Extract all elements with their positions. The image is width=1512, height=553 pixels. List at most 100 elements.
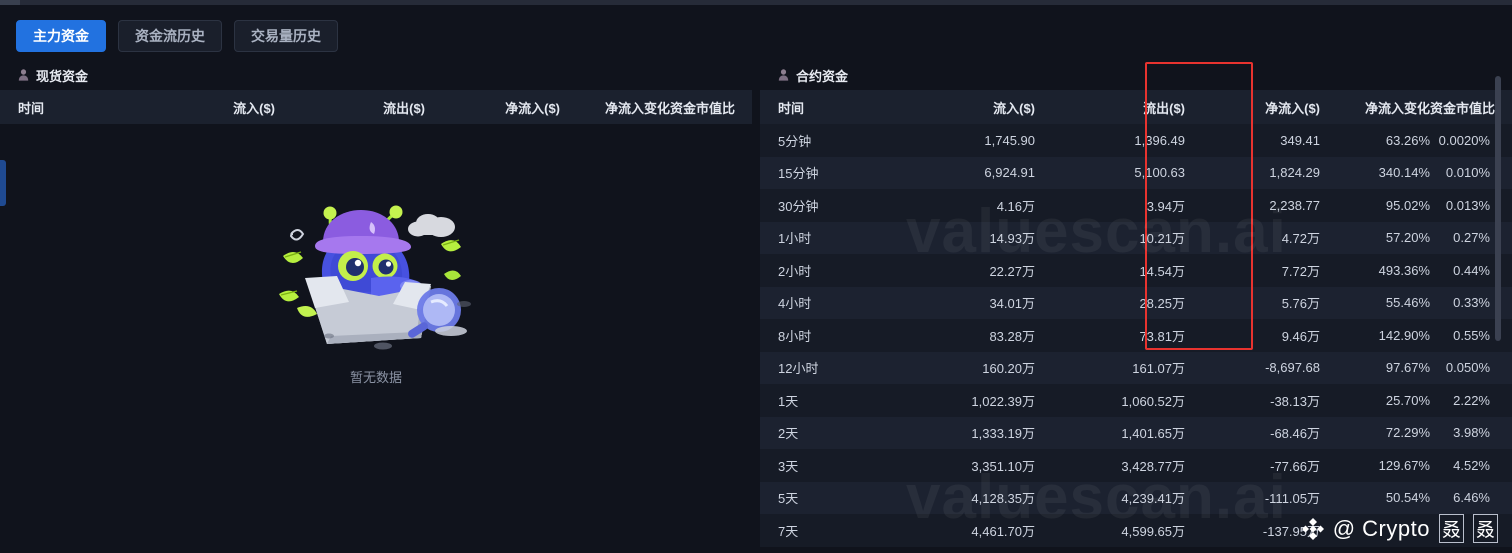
cell-netflow: 7.72万 bbox=[1185, 254, 1320, 287]
contract-funds-table: 时间 流入($) 流出($) 净流入($) 净流入变化 资金市值比 5分钟 1,7… bbox=[760, 90, 1512, 547]
cell-time: 4小时 bbox=[760, 286, 870, 319]
cell-time: 30分钟 bbox=[760, 189, 870, 222]
cell-inflow: 83.28万 bbox=[870, 319, 1035, 352]
contract-funds-title: 合约资金 bbox=[796, 68, 849, 84]
column-header-netflow[interactable]: 净流入($) bbox=[425, 90, 560, 124]
person-icon bbox=[18, 69, 29, 81]
cell-time: 1天 bbox=[760, 384, 870, 417]
table-row[interactable]: 2小时 22.27万 14.54万 7.72万 493.36% 0.44% bbox=[760, 254, 1512, 287]
cell-netflow: 2,238.77 bbox=[1185, 189, 1320, 222]
table-row[interactable]: 12小时 160.20万 161.07万 -8,697.68 97.67% 0.050% bbox=[760, 351, 1512, 384]
cell-netflow-change: 340.14% bbox=[1320, 156, 1430, 189]
cell-time: 2天 bbox=[760, 416, 870, 449]
table-row[interactable]: 1天 1,022.39万 1,060.52万 -38.13万 25.70% 2.22% bbox=[760, 384, 1512, 417]
cell-outflow: 161.07万 bbox=[1035, 351, 1185, 384]
cell-time: 1小时 bbox=[760, 221, 870, 254]
cell-inflow: 4.16万 bbox=[870, 189, 1035, 222]
cell-inflow: 14.93万 bbox=[870, 221, 1035, 254]
cell-inflow: 34.01万 bbox=[870, 286, 1035, 319]
person-icon bbox=[778, 69, 789, 81]
top-edge-strip bbox=[0, 0, 1512, 5]
cell-inflow: 4,128.35万 bbox=[870, 481, 1035, 514]
cell-inflow: 1,022.39万 bbox=[870, 384, 1035, 417]
cell-netflow: -111.05万 bbox=[1185, 481, 1320, 514]
cell-inflow: 22.27万 bbox=[870, 254, 1035, 287]
cell-inflow: 1,745.90 bbox=[870, 124, 1035, 157]
view-tab-bar: 主力资金 资金流历史 交易量历史 bbox=[16, 20, 338, 52]
cell-outflow: 14.54万 bbox=[1035, 254, 1185, 287]
cell-time: 5天 bbox=[760, 481, 870, 514]
spot-table-header-row: 时间 流入($) 流出($) 净流入($) 净流入变化 资金市值比 bbox=[0, 90, 752, 124]
tab-volume-history[interactable]: 交易量历史 bbox=[234, 20, 338, 52]
table-row[interactable]: 5分钟 1,745.90 1,396.49 349.41 63.26% 0.0020% bbox=[760, 124, 1512, 157]
cell-netflow-change: 142.90% bbox=[1320, 319, 1430, 352]
table-row[interactable]: 5天 4,128.35万 4,239.41万 -111.05万 50.54% 6.46% bbox=[760, 481, 1512, 514]
cell-fund-marketcap-ratio: 4.52% bbox=[1430, 449, 1512, 482]
cell-inflow: 3,351.10万 bbox=[870, 449, 1035, 482]
cell-netflow-change: 55.46% bbox=[1320, 286, 1430, 319]
cell-netflow-change bbox=[1320, 514, 1430, 547]
cell-time: 8小时 bbox=[760, 319, 870, 352]
column-header-netflow-change[interactable]: 净流入变化 bbox=[560, 90, 670, 124]
cell-netflow-change: 25.70% bbox=[1320, 384, 1430, 417]
cell-netflow-change: 50.54% bbox=[1320, 481, 1430, 514]
cell-outflow: 3,428.77万 bbox=[1035, 449, 1185, 482]
table-row[interactable]: 15分钟 6,924.91 5,100.63 1,824.29 340.14% 0.010… bbox=[760, 156, 1512, 189]
tab-main-funds[interactable]: 主力资金 bbox=[16, 20, 106, 52]
cell-outflow: 4,239.41万 bbox=[1035, 481, 1185, 514]
table-row[interactable]: 2天 1,333.19万 1,401.65万 -68.46万 72.29% 3.98% bbox=[760, 416, 1512, 449]
column-header-netflow[interactable]: 净流入($) bbox=[1185, 90, 1320, 124]
column-header-outflow[interactable]: 流出($) bbox=[1035, 90, 1185, 124]
cell-inflow: 4,461.70万 bbox=[870, 514, 1035, 547]
cell-netflow: -8,697.68 bbox=[1185, 351, 1320, 384]
vertical-scrollbar-thumb[interactable] bbox=[1495, 76, 1501, 341]
tab-fund-flow-history[interactable]: 资金流历史 bbox=[118, 20, 222, 52]
cell-fund-marketcap-ratio: 6.46% bbox=[1430, 481, 1512, 514]
column-header-time[interactable]: 时间 bbox=[0, 90, 110, 124]
table-row[interactable]: 1小时 14.93万 10.21万 4.72万 57.20% 0.27% bbox=[760, 221, 1512, 254]
table-row[interactable]: 3天 3,351.10万 3,428.77万 -77.66万 129.67% 4.52% bbox=[760, 449, 1512, 482]
table-row[interactable]: 4小时 34.01万 28.25万 5.76万 55.46% 0.33% bbox=[760, 286, 1512, 319]
cell-netflow: 349.41 bbox=[1185, 124, 1320, 157]
cell-netflow: -77.66万 bbox=[1185, 449, 1320, 482]
spot-funds-panel: 现货资金 时间 流入($) 流出($) 净流入($) 净流入变化 资金市值比 bbox=[0, 60, 752, 553]
cell-netflow-change: 72.29% bbox=[1320, 416, 1430, 449]
cell-time: 15分钟 bbox=[760, 156, 870, 189]
cell-netflow-change: 57.20% bbox=[1320, 221, 1430, 254]
table-row[interactable]: 7天 4,461.70万 4,599.65万 -137.95万 bbox=[760, 514, 1512, 547]
column-header-netflow-change[interactable]: 净流入变化 bbox=[1320, 90, 1430, 124]
table-row[interactable]: 8小时 83.28万 73.81万 9.46万 142.90% 0.55% bbox=[760, 319, 1512, 352]
cell-fund-marketcap-ratio: 0.050% bbox=[1430, 351, 1512, 384]
spot-empty-label: 暂无数据 bbox=[349, 370, 402, 385]
cell-fund-marketcap-ratio bbox=[1430, 514, 1512, 547]
spot-funds-title: 现货资金 bbox=[36, 68, 89, 84]
column-header-time[interactable]: 时间 bbox=[760, 90, 870, 124]
contract-funds-header: 合约资金 bbox=[760, 60, 1512, 90]
spot-funds-header: 现货资金 bbox=[0, 60, 752, 90]
cell-netflow: 9.46万 bbox=[1185, 319, 1320, 352]
panel-divider bbox=[752, 60, 760, 553]
column-header-inflow[interactable]: 流入($) bbox=[870, 90, 1035, 124]
cell-netflow-change: 63.26% bbox=[1320, 124, 1430, 157]
left-edge-drawer-handle[interactable] bbox=[0, 160, 6, 206]
cell-time: 5分钟 bbox=[760, 124, 870, 157]
column-header-inflow[interactable]: 流入($) bbox=[110, 90, 275, 124]
cell-time: 3天 bbox=[760, 449, 870, 482]
contract-funds-panel: 合约资金 时间 流入($) 流出($) 净流入($) 净流入变化 资金市值比 5… bbox=[760, 60, 1512, 553]
cell-netflow: -38.13万 bbox=[1185, 384, 1320, 417]
cell-outflow: 4,599.65万 bbox=[1035, 514, 1185, 547]
cell-inflow: 6,924.91 bbox=[870, 156, 1035, 189]
cell-outflow: 1,401.65万 bbox=[1035, 416, 1185, 449]
cell-inflow: 160.20万 bbox=[870, 351, 1035, 384]
cell-netflow-change: 97.67% bbox=[1320, 351, 1430, 384]
cell-outflow: 1,060.52万 bbox=[1035, 384, 1185, 417]
no-data-monster-in-box-illustration bbox=[279, 205, 471, 350]
column-header-fund-marketcap-ratio[interactable]: 资金市值比 bbox=[670, 90, 752, 124]
table-row[interactable]: 30分钟 4.16万 3.94万 2,238.77 95.02% 0.013% bbox=[760, 189, 1512, 222]
cell-fund-marketcap-ratio: 3.98% bbox=[1430, 416, 1512, 449]
column-header-outflow[interactable]: 流出($) bbox=[275, 90, 425, 124]
cell-netflow: 4.72万 bbox=[1185, 221, 1320, 254]
cell-netflow: -137.95万 bbox=[1185, 514, 1320, 547]
contract-table-header-row: 时间 流入($) 流出($) 净流入($) 净流入变化 资金市值比 bbox=[760, 90, 1512, 124]
